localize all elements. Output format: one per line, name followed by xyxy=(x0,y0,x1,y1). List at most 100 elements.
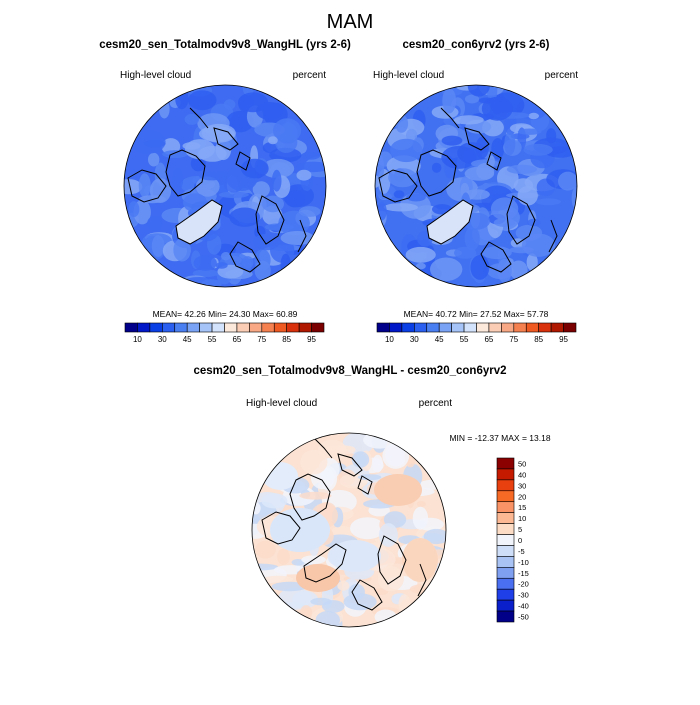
contour-patch xyxy=(263,575,294,583)
contour-patch xyxy=(218,191,249,198)
contour-patch xyxy=(201,279,222,287)
contour-patch xyxy=(162,150,188,159)
colorbar-swatch xyxy=(488,322,502,333)
contour-patch xyxy=(490,197,519,221)
colorbar-swatch xyxy=(496,567,515,579)
colorbar-swatch xyxy=(496,556,515,568)
contour-patch xyxy=(454,115,484,125)
colorbar-tick-label: -5 xyxy=(518,547,525,556)
right-panel-title: cesm20_con6yrv2 (yrs 2-6) xyxy=(402,39,549,51)
contour-patch xyxy=(138,173,151,198)
contour-patch xyxy=(382,443,410,469)
contour-patch xyxy=(242,85,254,96)
figure-title: MAM xyxy=(327,11,374,33)
colorbar-swatch xyxy=(186,322,200,333)
contour-patch xyxy=(300,605,312,620)
difference-panel-title: cesm20_sen_Totalmodv9v8_WangHL - cesm20_… xyxy=(194,365,507,377)
contour-patch xyxy=(337,580,350,591)
colorbar-tick-label: -40 xyxy=(518,602,529,611)
contour-patch xyxy=(416,262,426,270)
difference-polar-map xyxy=(251,432,447,628)
colorbar-tick-label: 10 xyxy=(133,335,142,344)
colorbar-tick-label: 55 xyxy=(208,335,217,344)
contour-patch xyxy=(470,255,490,280)
contour-patch xyxy=(291,559,305,566)
contour-patch xyxy=(521,233,556,257)
contour-patch xyxy=(464,94,480,104)
colorbar-swatch xyxy=(563,322,577,333)
right-colorbar: 10 30 45 55 65 75 85 95 xyxy=(376,322,577,344)
contour-patch xyxy=(255,540,276,559)
contour-patch xyxy=(464,189,490,200)
contour-patch xyxy=(510,133,530,140)
contour-patch xyxy=(172,167,184,192)
colorbar-swatch xyxy=(496,468,515,481)
colorbar-tick-label: 15 xyxy=(518,503,526,512)
contour-patch xyxy=(351,451,370,468)
contour-patch xyxy=(545,146,576,158)
colorbar-tick-label: 85 xyxy=(534,335,543,344)
contour-patch xyxy=(506,164,537,174)
contour-patch xyxy=(528,112,539,120)
colorbar-tick-label: 75 xyxy=(509,335,518,344)
contour-patch xyxy=(229,207,261,227)
colorbar-tick-label: -15 xyxy=(518,569,529,578)
contour-patch xyxy=(300,152,321,160)
contour-patch xyxy=(388,168,418,188)
contour-patch xyxy=(406,128,418,142)
colorbar-swatch xyxy=(298,322,312,333)
contour-patch xyxy=(383,203,418,212)
contour-patch xyxy=(431,162,442,173)
contour-patch xyxy=(310,597,332,606)
contour-patch xyxy=(348,583,365,601)
contour-patch xyxy=(277,548,290,565)
colorbar-tick-label: 95 xyxy=(559,335,568,344)
contour-patch xyxy=(175,88,189,110)
colorbar-tick-label: 5 xyxy=(518,525,522,534)
colorbar-swatch xyxy=(496,512,515,524)
colorbar-tick-label: 30 xyxy=(410,335,419,344)
contour-patch xyxy=(242,256,254,269)
colorbar-swatch xyxy=(496,501,515,513)
contour-patch xyxy=(223,175,244,193)
contour-patch xyxy=(187,90,217,111)
contour-patch xyxy=(535,198,562,206)
left-panel-stats: MEAN= 42.26 Min= 24.30 Max= 60.89 xyxy=(153,309,298,319)
contour-patch xyxy=(454,246,477,259)
contour-patch xyxy=(226,110,254,133)
colorbar-tick-label: 10 xyxy=(385,335,394,344)
colorbar-tick-label: 30 xyxy=(518,481,526,490)
colorbar-swatch xyxy=(496,577,515,590)
contour-patch xyxy=(238,92,269,113)
contour-patch xyxy=(523,143,553,156)
colorbar-swatch xyxy=(451,322,465,333)
colorbar-swatch xyxy=(538,322,552,333)
colorbar-swatch xyxy=(525,322,539,333)
colorbar-tick-label: -10 xyxy=(518,558,529,567)
colorbar-tick-label: 40 xyxy=(518,470,526,479)
contour-patch xyxy=(130,130,166,154)
contour-patch xyxy=(423,528,446,545)
contour-patch xyxy=(398,594,411,615)
colorbar-swatch xyxy=(496,545,515,557)
contour-patch xyxy=(299,491,332,500)
contour-patch xyxy=(482,246,512,260)
colorbar-swatch xyxy=(496,534,515,546)
colorbar-swatch xyxy=(273,322,287,333)
right-polar-map xyxy=(374,84,578,288)
contour-patch xyxy=(184,113,200,125)
colorbar-swatch xyxy=(496,599,515,612)
contour-patch xyxy=(493,218,516,227)
contour-patch xyxy=(405,246,436,263)
contour-patch xyxy=(517,128,542,135)
colorbar-swatch xyxy=(401,322,415,333)
left-map-contour-fill xyxy=(124,85,326,287)
left-panel-variable-label: High-level cloud xyxy=(120,70,191,81)
difference-panel-units-label: percent xyxy=(419,398,453,409)
contour-patch xyxy=(199,126,235,142)
contour-patch xyxy=(190,155,206,172)
right-panel-stats: MEAN= 40.72 Min= 27.52 Max= 57.78 xyxy=(404,309,549,319)
contour-patch xyxy=(198,171,224,181)
contour-patch xyxy=(377,201,387,221)
